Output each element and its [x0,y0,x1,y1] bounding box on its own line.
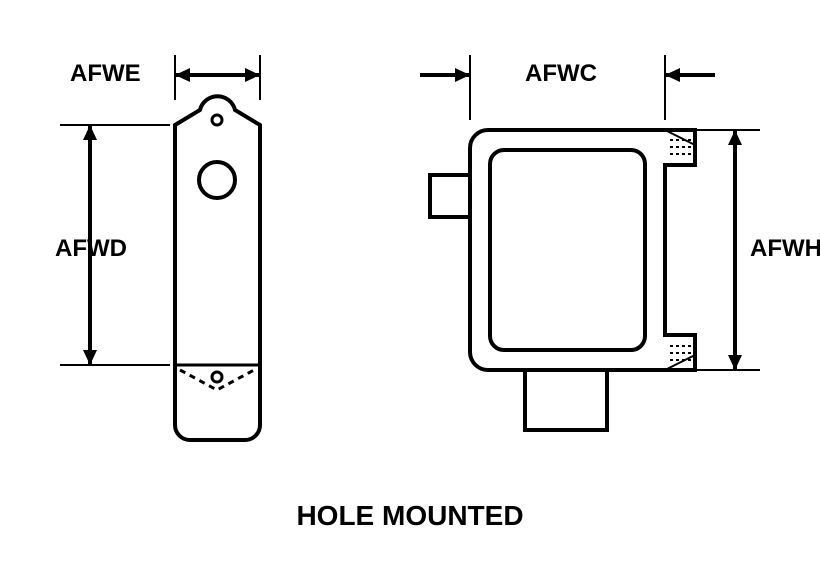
left-view-body [175,96,260,440]
afwd-label: AFWD [55,235,127,263]
afwc-label: AFWC [525,60,597,88]
right-view-body [430,130,695,430]
afwe-label: AFWE [70,60,141,88]
diagram-title: HOLE MOUNTED [0,500,820,532]
afwh-label: AFWH [750,235,820,263]
afwe-dimension [175,55,260,100]
